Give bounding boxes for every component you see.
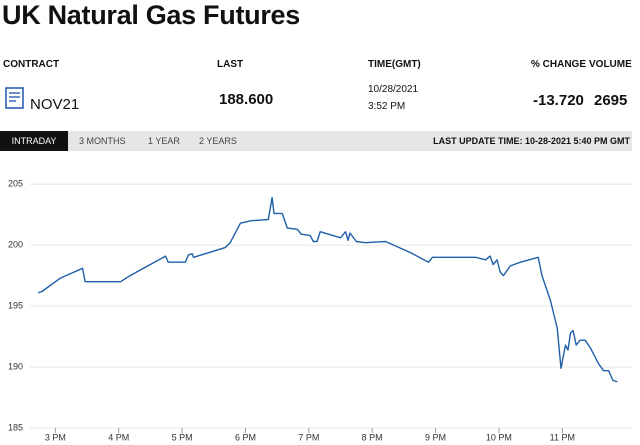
- trade-time: 3:52 PM: [368, 101, 406, 112]
- column-header: TIME(GMT): [368, 59, 421, 70]
- x-tick-label: 3 PM: [45, 432, 66, 442]
- tab[interactable]: INTRADAY: [0, 131, 68, 151]
- last-price: 188.600: [219, 91, 274, 108]
- x-tick-label: 6 PM: [235, 432, 256, 442]
- column-header: LAST: [217, 59, 244, 70]
- page-title: UK Natural Gas Futures: [2, 0, 300, 30]
- x-tick-label: 11 PM: [550, 432, 575, 442]
- y-tick-label: 200: [8, 240, 23, 250]
- y-tick-label: 195: [8, 300, 23, 310]
- y-tick-label: 190: [8, 361, 23, 371]
- tab[interactable]: 3 MONTHS: [79, 136, 126, 146]
- x-tick-label: 4 PM: [108, 432, 129, 442]
- percent-change: -13.720: [533, 92, 584, 109]
- trade-date: 10/28/2021: [368, 84, 419, 95]
- column-header: % CHANGE: [531, 59, 587, 70]
- contract: NOV21: [30, 96, 80, 113]
- x-tick-label: 7 PM: [298, 432, 319, 442]
- x-tick-label: 10 PM: [486, 432, 512, 442]
- last-update: LAST UPDATE TIME: 10-28-2021 5:40 PM GMT: [433, 136, 630, 146]
- x-tick-label: 9 PM: [425, 432, 446, 442]
- x-tick-label: 5 PM: [172, 432, 193, 442]
- tab[interactable]: 2 YEARS: [199, 136, 237, 146]
- tab-bar: [0, 131, 632, 151]
- column-header: CONTRACT: [3, 59, 60, 70]
- contract-icon: [5, 87, 24, 109]
- y-tick-label: 185: [8, 422, 23, 432]
- y-tick-label: 205: [8, 179, 23, 189]
- price-line: [37, 196, 618, 383]
- tab[interactable]: 1 YEAR: [148, 136, 180, 146]
- column-header: VOLUME: [589, 59, 632, 70]
- x-tick-label: 8 PM: [362, 432, 383, 442]
- volume: 2695: [594, 92, 628, 109]
